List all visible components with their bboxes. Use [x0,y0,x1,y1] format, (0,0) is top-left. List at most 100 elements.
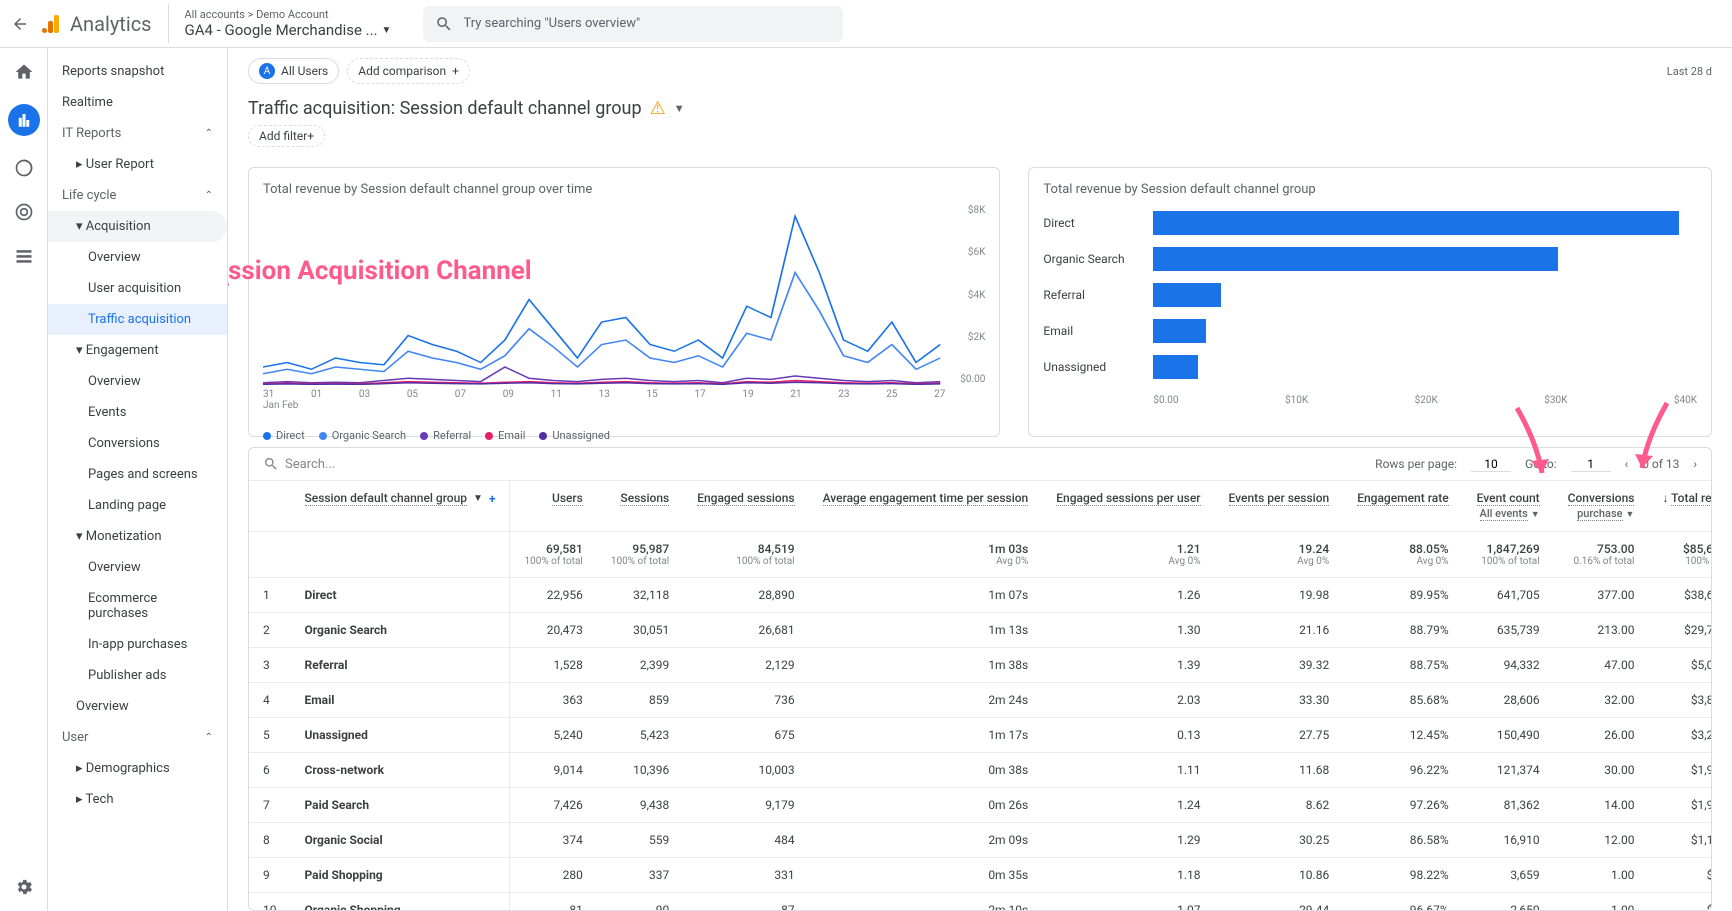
annotation-arrow-icon [228,273,238,343]
table-row[interactable]: 5Unassigned5,2405,4236751m 17s0.1327.751… [249,718,1711,753]
nav-user-acq[interactable]: User acquisition [48,273,227,304]
col-header[interactable]: Conversionspurchase ▼ [1554,481,1649,532]
reports-icon[interactable] [8,104,40,136]
table-row[interactable]: 3Referral1,5282,3992,1291m 38s1.3939.328… [249,648,1711,683]
back-arrow-icon[interactable] [8,12,32,36]
main-layout: Reports snapshot Realtime IT Reports⌃ ▸ … [0,48,1732,911]
table-row[interactable]: 6Cross-network9,01410,39610,0030m 38s1.1… [249,753,1711,788]
side-nav: Reports snapshot Realtime IT Reports⌃ ▸ … [48,48,228,911]
content: AAll Users Add comparison+ Last 28 d Tra… [228,48,1732,911]
nav-engagement[interactable]: ▾ Engagement [48,335,227,366]
nav-pubads[interactable]: Publisher ads [48,660,227,691]
ga-logo[interactable]: Analytics [40,12,168,36]
nav-acquisition[interactable]: ▾ Acquisition [48,211,227,242]
table-card: Search... Rows per page: Go to: ‹ 0 of 1… [248,447,1712,911]
table-row[interactable]: 9Paid Shopping2803373310m 35s1.1810.8698… [249,858,1711,893]
nav-eng-overview[interactable]: Overview [48,366,227,397]
table-pager: Rows per page: Go to: ‹ 0 of 13 › [1375,457,1697,472]
chip-row: AAll Users Add comparison+ Last 28 d [228,48,1732,94]
nav-realtime[interactable]: Realtime [48,87,227,118]
nav-snapshot[interactable]: Reports snapshot [48,56,227,87]
legend-item[interactable]: Referral [420,429,471,442]
col-header[interactable]: Sessions [597,481,683,532]
bar-chart-title: Total revenue by Session default channel… [1043,182,1697,197]
nav-conversions[interactable]: Conversions [48,428,227,459]
nav-overview-bottom[interactable]: Overview [48,691,227,722]
table-wrap[interactable]: Session default channel group ▼ +UsersSe… [249,481,1711,910]
charts-row: Total revenue by Session default channel… [248,167,1712,437]
home-icon[interactable] [12,60,36,84]
search-placeholder: Try searching "Users overview" [463,16,640,31]
page-status: 0 of 13 [1642,457,1679,471]
legend-item[interactable]: Email [485,429,525,442]
search-icon [263,456,279,472]
add-filter-button[interactable]: Add filter + [248,125,325,147]
report-title: Traffic acquisition: Session default cha… [248,98,1712,119]
bar-row: Unassigned [1043,355,1697,379]
col-header[interactable]: Engaged sessions per user [1042,481,1214,532]
nav-landing[interactable]: Landing page [48,490,227,521]
legend-item[interactable]: Unassigned [539,429,610,442]
add-dimension-button[interactable]: + [489,492,496,506]
nav-events[interactable]: Events [48,397,227,428]
nav-inapp[interactable]: In-app purchases [48,629,227,660]
account-selector[interactable]: All accounts > Demo Account GA4 - Google… [168,4,408,43]
table-row[interactable]: 1Direct22,95632,11828,8901m 07s1.2619.98… [249,578,1711,613]
nav-traffic-acq[interactable]: Traffic acquisition [48,304,227,335]
nav-monetization[interactable]: ▾ Monetization [48,521,227,552]
line-legend: Direct Organic Search Referral Email Unassig… [263,429,985,442]
totals-row: 69,581100% of total95,987100% of total84… [249,532,1711,578]
bar-chart-card: Total revenue by Session default channel… [1028,167,1712,437]
col-header[interactable]: Events per session [1215,481,1344,532]
table-toolbar: Search... Rows per page: Go to: ‹ 0 of 1… [249,448,1711,481]
nav-it-reports[interactable]: IT Reports⌃ [48,118,227,149]
table-row[interactable]: 4Email3638597362m 24s2.0333.3085.68%28,6… [249,683,1711,718]
table-row[interactable]: 2Organic Search20,47330,05126,6811m 13s1… [249,613,1711,648]
table-row[interactable]: 8Organic Social3745594842m 09s1.2930.258… [249,823,1711,858]
col-header[interactable]: Engaged sessions [683,481,808,532]
nav-user[interactable]: User⌃ [48,722,227,753]
page-prev-icon[interactable]: ‹ [1625,457,1629,471]
nav-acq-overview[interactable]: Overview [48,242,227,273]
configure-icon[interactable] [12,244,36,268]
goto-input[interactable] [1571,457,1611,472]
nav-life-cycle[interactable]: Life cycle⌃ [48,180,227,211]
add-comparison-chip[interactable]: Add comparison+ [347,58,470,84]
advertising-icon[interactable] [12,200,36,224]
page-next-icon[interactable]: › [1693,457,1697,471]
col-header[interactable]: Engagement rate [1343,481,1462,532]
nav-demographics[interactable]: ▸ Demographics [48,753,227,784]
nav-mon-overview[interactable]: Overview [48,552,227,583]
account-name: GA4 - Google Merchandise ...▼ [185,21,392,39]
goto-label: Go to: [1525,457,1557,471]
legend-item[interactable]: Organic Search [319,429,406,442]
table-row[interactable]: 7Paid Search7,4269,4389,1790m 26s1.248.6… [249,788,1711,823]
bar-chart: DirectOrganic SearchReferralEmailUnassig… [1043,205,1697,385]
col-header[interactable]: Average engagement time per session [809,481,1043,532]
line-x-axis: 310103050709111315171921232527 [263,389,985,400]
line-x-sub: Jan Feb [263,400,985,411]
date-range[interactable]: Last 28 d [1667,65,1712,78]
table-search[interactable]: Search... [263,456,335,472]
explore-icon[interactable] [12,156,36,180]
bar-row: Email [1043,319,1697,343]
search-box[interactable]: Try searching "Users overview" [423,6,843,42]
warning-icon[interactable]: ⚠ [650,98,666,119]
col-header[interactable]: ↓ Total revenue [1648,481,1711,532]
bar-row: Direct [1043,211,1697,235]
settings-icon[interactable] [12,875,36,899]
col-header[interactable]: Event countAll events ▼ [1463,481,1554,532]
table-row[interactable]: 10Organic Shopping8190872m 10s1.0729.449… [249,893,1711,911]
rows-input[interactable] [1471,457,1511,472]
brand-text: Analytics [70,12,152,36]
nav-tech[interactable]: ▸ Tech [48,784,227,815]
top-header: Analytics All accounts > Demo Account GA… [0,0,1732,48]
nav-user-report[interactable]: ▸ User Report [48,149,227,180]
legend-item[interactable]: Direct [263,429,305,442]
col-header[interactable]: Users [510,481,597,532]
line-chart: $8K$6K$4K$2K$0.00 [263,205,985,385]
nav-ecom[interactable]: Ecommerce purchases [48,583,227,629]
bar-row: Referral [1043,283,1697,307]
all-users-chip[interactable]: AAll Users [248,58,339,84]
nav-pages[interactable]: Pages and screens [48,459,227,490]
